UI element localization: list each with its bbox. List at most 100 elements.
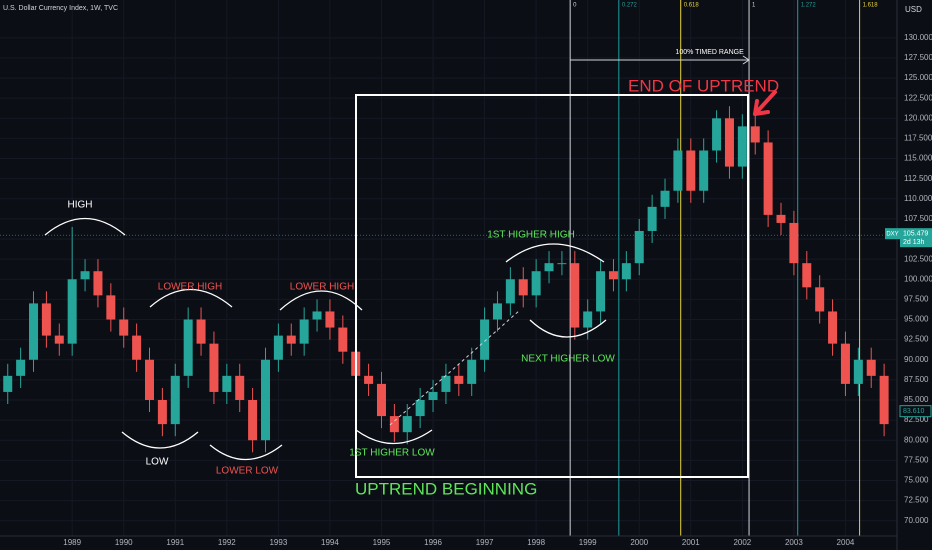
candle-body bbox=[544, 263, 554, 272]
candle-body bbox=[815, 287, 825, 312]
y-tick-label: 100.000 bbox=[904, 274, 932, 283]
y-tick-label: 87.500 bbox=[904, 375, 929, 384]
candle-body bbox=[93, 271, 103, 296]
annotation: LOWER HIGH bbox=[158, 282, 222, 293]
arcs bbox=[44, 217, 607, 461]
candle-body bbox=[286, 335, 296, 344]
arc bbox=[149, 288, 233, 308]
candle-body bbox=[80, 271, 90, 280]
candle-body bbox=[866, 359, 876, 376]
y-tick-label: 92.500 bbox=[904, 335, 929, 344]
candle-body bbox=[248, 399, 258, 441]
candle-body bbox=[29, 303, 39, 360]
x-tick-label: 1996 bbox=[424, 538, 442, 547]
fib-label: 1.618 bbox=[863, 3, 879, 9]
y-tick-label: 127.500 bbox=[904, 53, 932, 62]
candle-body bbox=[3, 375, 13, 392]
arc bbox=[529, 319, 607, 338]
candle-body bbox=[106, 295, 116, 320]
fib-label: 1.272 bbox=[801, 3, 817, 9]
marker-label: 83.610 bbox=[903, 408, 925, 415]
candle-body bbox=[325, 311, 335, 328]
annotation: END OF UPTREND bbox=[628, 76, 779, 95]
countdown-label: 2d 13h bbox=[903, 239, 925, 246]
candle-body bbox=[660, 190, 670, 207]
candle-body bbox=[467, 359, 477, 384]
annotation: NEXT HIGHER LOW bbox=[521, 354, 615, 365]
candle-body bbox=[376, 383, 386, 417]
candle-body bbox=[621, 263, 631, 280]
x-tick-label: 1990 bbox=[115, 538, 133, 547]
candle-body bbox=[454, 375, 464, 384]
y-tick-label: 102.500 bbox=[904, 254, 932, 263]
y-tick-label: 77.500 bbox=[904, 455, 929, 464]
candle-body bbox=[389, 416, 399, 433]
candle-body bbox=[673, 150, 683, 191]
candle-body bbox=[480, 319, 490, 360]
candle-body bbox=[16, 359, 26, 376]
candle-body bbox=[170, 375, 180, 425]
x-tick-label: 1998 bbox=[527, 538, 545, 547]
x-tick-label: 2003 bbox=[785, 538, 803, 547]
x-tick-label: 1999 bbox=[579, 538, 597, 547]
last-price-label: 105.479 bbox=[903, 231, 928, 238]
y-tick-label: 70.000 bbox=[904, 516, 929, 525]
candle-body bbox=[132, 335, 142, 360]
candle-body bbox=[222, 375, 232, 392]
candle-body bbox=[840, 343, 850, 384]
candle-body bbox=[299, 319, 309, 344]
fib-label: 1 bbox=[752, 3, 756, 9]
candle-body bbox=[802, 263, 812, 288]
annotation: 1ST HIGHER LOW bbox=[349, 448, 435, 459]
fib-label: 0 bbox=[573, 3, 577, 9]
fib-label: 0.272 bbox=[622, 3, 638, 9]
symbol-box bbox=[885, 228, 900, 240]
y-tick-label: 75.000 bbox=[904, 476, 929, 485]
range-label: 100% TIMED RANGE bbox=[675, 49, 744, 56]
y-tick-label: 122.500 bbox=[904, 93, 932, 102]
symbol-label: DXY bbox=[886, 231, 898, 237]
y-tick-label: 72.500 bbox=[904, 496, 929, 505]
candle-body bbox=[505, 279, 515, 304]
y-tick-label: 120.000 bbox=[904, 113, 932, 122]
x-tick-label: 1991 bbox=[166, 538, 184, 547]
y-tick-label: 130.000 bbox=[904, 33, 932, 42]
candle-body bbox=[531, 271, 541, 296]
x-tick-label: 2002 bbox=[733, 538, 751, 547]
candle-body bbox=[518, 279, 528, 296]
candle-body bbox=[492, 303, 502, 320]
candle-body bbox=[570, 263, 580, 328]
candle-body bbox=[41, 303, 51, 336]
annotation: LOWER HIGH bbox=[290, 282, 354, 293]
candle-body bbox=[402, 416, 412, 433]
annotation: 1ST HIGHER HIGH bbox=[487, 230, 575, 241]
candle-body bbox=[853, 359, 863, 384]
candle-body bbox=[209, 343, 219, 392]
x-tick-label: 1989 bbox=[63, 538, 81, 547]
candle-body bbox=[312, 311, 322, 320]
x-tick-label: 2001 bbox=[682, 538, 700, 547]
y-tick-label: 85.000 bbox=[904, 395, 929, 404]
candle-body bbox=[596, 271, 606, 312]
candle-body bbox=[119, 319, 129, 336]
y-tick-label: 115.000 bbox=[904, 154, 932, 163]
range-box bbox=[355, 94, 749, 478]
y-tick-label: 95.000 bbox=[904, 315, 929, 324]
candle-body bbox=[879, 375, 889, 425]
chart-title: U.S. Dollar Currency Index, 1W, TVC bbox=[3, 5, 118, 12]
candle-body bbox=[557, 263, 567, 265]
y-tick-label: 80.000 bbox=[904, 435, 929, 444]
annotation: HIGH bbox=[68, 200, 93, 211]
currency: USD bbox=[905, 5, 922, 14]
x-tick-label: 1993 bbox=[269, 538, 287, 547]
candle-body bbox=[828, 311, 838, 344]
candle-body bbox=[686, 150, 696, 191]
y-tick-label: 90.000 bbox=[904, 355, 929, 364]
x-tick-label: 1992 bbox=[218, 538, 236, 547]
x-tick-label: 1997 bbox=[476, 538, 494, 547]
arc bbox=[505, 243, 605, 263]
candle-body bbox=[364, 375, 374, 384]
candle-body bbox=[183, 319, 193, 376]
candle-body bbox=[338, 327, 348, 352]
